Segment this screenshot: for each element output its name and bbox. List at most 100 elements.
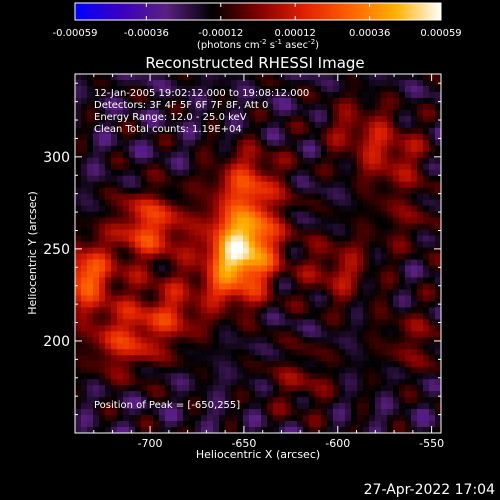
peak-position-label: Position of Peak = [-650,255] — [94, 400, 240, 411]
heatmap-cell — [351, 277, 358, 285]
heatmap-cell — [183, 91, 190, 99]
heatmap-cell — [429, 295, 436, 302]
heatmap-cell — [225, 127, 232, 135]
heatmap-cell — [99, 337, 106, 344]
heatmap-cell — [159, 247, 166, 255]
heatmap-cell — [291, 409, 298, 416]
heatmap-cell — [243, 361, 250, 368]
heatmap-cell — [393, 133, 400, 141]
heatmap-cell — [75, 91, 82, 99]
heatmap-cell — [399, 271, 406, 279]
heatmap-cell — [93, 151, 100, 159]
heatmap-cell — [417, 79, 424, 87]
heatmap-cell — [321, 229, 328, 237]
heatmap-cell — [357, 241, 364, 249]
heatmap-cell — [117, 205, 124, 213]
heatmap-cell — [267, 343, 274, 350]
heatmap-cell — [279, 379, 286, 386]
heatmap-cell — [339, 139, 346, 147]
heatmap-cell — [285, 91, 292, 99]
heatmap-cell — [417, 223, 424, 231]
heatmap-cell — [279, 349, 286, 356]
heatmap-cell — [423, 331, 430, 338]
heatmap-cell — [291, 205, 298, 213]
heatmap-cell — [189, 289, 196, 296]
heatmap-cell — [177, 379, 184, 386]
heatmap-cell — [225, 409, 232, 416]
heatmap-cell — [249, 133, 256, 141]
heatmap-cell — [339, 289, 346, 296]
heatmap-cell — [333, 337, 340, 344]
heatmap-cell — [303, 355, 310, 362]
heatmap-cell — [381, 307, 388, 314]
heatmap-cell — [363, 103, 370, 111]
heatmap-cell — [267, 337, 274, 344]
heatmap-cell — [381, 349, 388, 356]
heatmap-cell — [345, 163, 352, 171]
heatmap-cell — [75, 385, 82, 392]
heatmap-cell — [399, 193, 406, 201]
heatmap-cell — [375, 139, 382, 147]
heatmap-cell — [267, 373, 274, 380]
heatmap-cell — [321, 151, 328, 159]
heatmap-cell — [177, 373, 184, 380]
heatmap-cell — [123, 145, 130, 153]
heatmap-cell — [303, 337, 310, 344]
heatmap-cell — [213, 259, 220, 267]
heatmap-cell — [423, 349, 430, 356]
heatmap-cell — [147, 367, 154, 374]
heatmap-cell — [165, 343, 172, 350]
heatmap-cell — [429, 205, 436, 213]
heatmap-cell — [159, 313, 166, 320]
heatmap-cell — [267, 187, 274, 195]
heatmap-cell — [369, 403, 376, 410]
heatmap-cell — [123, 301, 130, 308]
heatmap-cell — [171, 295, 178, 302]
heatmap-cell — [207, 271, 214, 279]
heatmap-cell — [105, 127, 112, 135]
heatmap-cell — [345, 391, 352, 398]
heatmap-cell — [339, 385, 346, 392]
heatmap-cell — [321, 139, 328, 147]
heatmap-cell — [423, 193, 430, 201]
heatmap-cell — [255, 85, 262, 93]
heatmap-cell — [357, 415, 364, 422]
heatmap-cell — [261, 355, 268, 362]
heatmap-cell — [129, 217, 136, 225]
heatmap-cell — [75, 85, 82, 93]
heatmap-cell — [243, 85, 250, 93]
heatmap-cell — [189, 385, 196, 392]
heatmap-cell — [147, 121, 154, 129]
heatmap-cell — [357, 253, 364, 261]
heatmap-cell — [81, 127, 88, 135]
heatmap-cell — [171, 109, 178, 117]
heatmap-cell — [297, 397, 304, 404]
heatmap-cell — [147, 91, 154, 99]
heatmap-cell — [321, 397, 328, 404]
heatmap-cell — [357, 319, 364, 326]
heatmap-cell — [135, 229, 142, 237]
heatmap-cell — [111, 139, 118, 147]
heatmap-cell — [93, 85, 100, 93]
heatmap-cell — [435, 361, 441, 368]
heatmap-cell — [369, 187, 376, 195]
heatmap-cell — [435, 211, 441, 219]
heatmap-cell — [213, 229, 220, 237]
heatmap-cell — [201, 163, 208, 171]
heatmap-cell — [369, 157, 376, 165]
heatmap-cell — [171, 289, 178, 296]
heatmap-cell — [81, 181, 88, 189]
heatmap-cell — [285, 391, 292, 398]
heatmap-cell — [243, 277, 250, 285]
heatmap-cell — [105, 409, 112, 416]
heatmap-cell — [435, 139, 441, 147]
heatmap-cell — [255, 343, 262, 350]
heatmap-cell — [387, 319, 394, 326]
heatmap-cell — [315, 253, 322, 261]
heatmap-cell — [123, 331, 130, 338]
heatmap-cell — [225, 109, 232, 117]
heatmap-cell — [237, 253, 244, 261]
heatmap-cell — [405, 253, 412, 261]
heatmap-cell — [147, 241, 154, 249]
heatmap-cell — [375, 193, 382, 201]
